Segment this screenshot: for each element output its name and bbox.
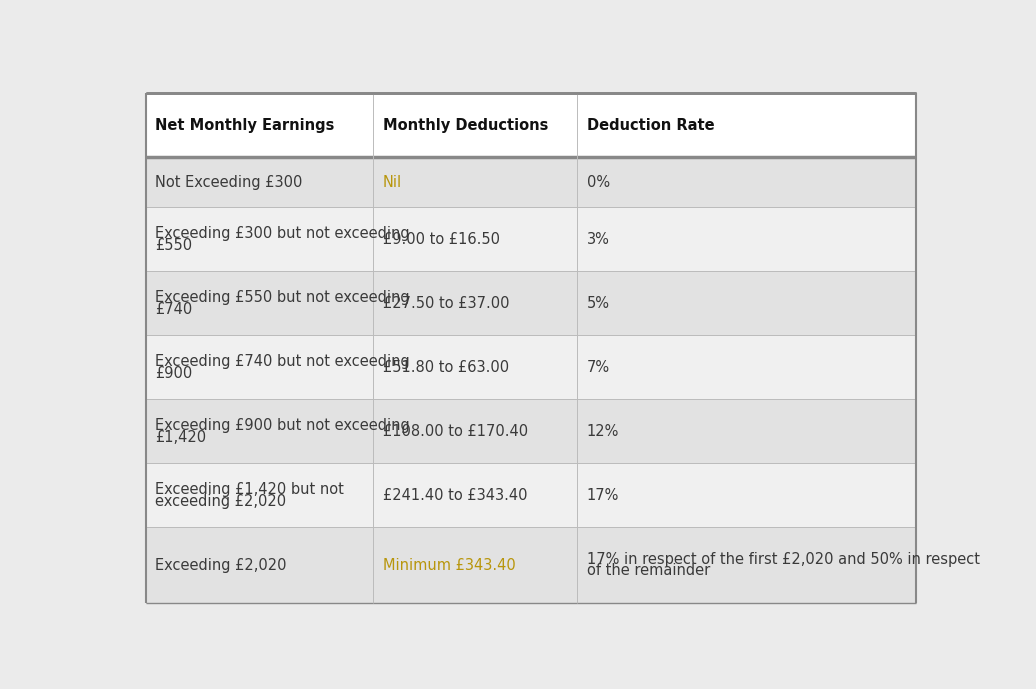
- Text: Nil: Nil: [382, 175, 402, 190]
- Text: £550: £550: [155, 238, 193, 253]
- Text: £900: £900: [155, 366, 193, 381]
- Bar: [145, 464, 916, 528]
- Text: Exceeding £900 but not exceeding: Exceeding £900 but not exceeding: [155, 418, 410, 433]
- Text: 7%: 7%: [586, 360, 610, 375]
- Bar: [145, 271, 916, 336]
- Bar: [145, 400, 916, 464]
- Bar: [145, 93, 916, 157]
- Text: Monthly Deductions: Monthly Deductions: [382, 118, 548, 133]
- Text: 3%: 3%: [586, 232, 610, 247]
- Text: £108.00 to £170.40: £108.00 to £170.40: [382, 424, 527, 439]
- Text: Exceeding £740 but not exceeding: Exceeding £740 but not exceeding: [155, 354, 410, 369]
- Text: Exceeding £550 but not exceeding: Exceeding £550 but not exceeding: [155, 290, 410, 305]
- Text: £51.80 to £63.00: £51.80 to £63.00: [382, 360, 509, 375]
- Text: Net Monthly Earnings: Net Monthly Earnings: [155, 118, 335, 133]
- Text: Exceeding £1,420 but not: Exceeding £1,420 but not: [155, 482, 344, 497]
- Text: £9.00 to £16.50: £9.00 to £16.50: [382, 232, 499, 247]
- Text: 17% in respect of the first £2,020 and 50% in respect: 17% in respect of the first £2,020 and 5…: [586, 552, 980, 566]
- Text: of the remainder: of the remainder: [586, 564, 710, 578]
- Bar: [145, 336, 916, 400]
- Text: Minimum £343.40: Minimum £343.40: [382, 557, 515, 573]
- Bar: [145, 528, 916, 603]
- Text: £241.40 to £343.40: £241.40 to £343.40: [382, 488, 527, 503]
- Text: exceeding £2,020: exceeding £2,020: [155, 494, 286, 508]
- Text: £1,420: £1,420: [155, 430, 206, 445]
- Text: 0%: 0%: [586, 175, 610, 190]
- Bar: [145, 207, 916, 271]
- Text: 5%: 5%: [586, 296, 610, 311]
- Text: Deduction Rate: Deduction Rate: [586, 118, 715, 133]
- Text: £740: £740: [155, 302, 193, 317]
- Text: Exceeding £300 but not exceeding: Exceeding £300 but not exceeding: [155, 226, 410, 241]
- Text: 12%: 12%: [586, 424, 620, 439]
- Text: Not Exceeding £300: Not Exceeding £300: [155, 175, 303, 190]
- Text: £27.50 to £37.00: £27.50 to £37.00: [382, 296, 509, 311]
- Text: 17%: 17%: [586, 488, 620, 503]
- Text: Exceeding £2,020: Exceeding £2,020: [155, 557, 287, 573]
- Bar: [145, 157, 916, 207]
